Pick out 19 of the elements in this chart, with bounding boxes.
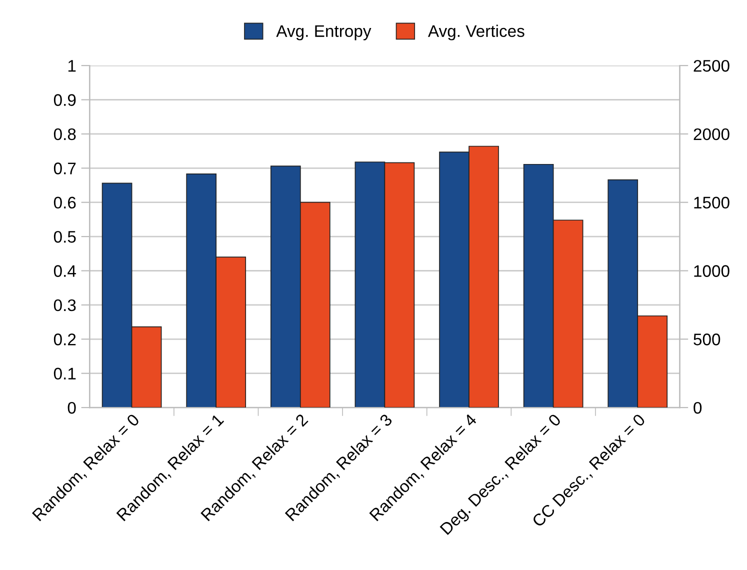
y-tick-label: 0.4 bbox=[54, 265, 76, 277]
y2-tick-label: 0 bbox=[694, 402, 702, 414]
legend-label: Avg. Vertices bbox=[428, 24, 524, 40]
y-tick-label: 0.5 bbox=[54, 230, 76, 243]
y-tick-label: 0.8 bbox=[54, 128, 76, 140]
y2-tick-label: 1500 bbox=[694, 196, 730, 209]
y-tick-label: 0.2 bbox=[54, 334, 76, 346]
y2-tick-label: 2500 bbox=[694, 60, 730, 72]
y-tick-label: 0.6 bbox=[54, 196, 76, 209]
y2-tick-label: 2000 bbox=[694, 128, 730, 140]
y2-tick-label: 500 bbox=[694, 334, 720, 346]
legend-label: Avg. Entropy bbox=[276, 25, 372, 40]
y2-tick-label: 1000 bbox=[694, 265, 730, 277]
y-tick-label: 0.9 bbox=[54, 94, 76, 106]
y-tick-label: 1 bbox=[68, 60, 76, 72]
y-tick-label: 0 bbox=[68, 402, 76, 414]
y-tick-label: 0.7 bbox=[54, 162, 76, 174]
y-tick-label: 0.1 bbox=[54, 368, 76, 380]
y-tick-label: 0.3 bbox=[54, 299, 76, 312]
